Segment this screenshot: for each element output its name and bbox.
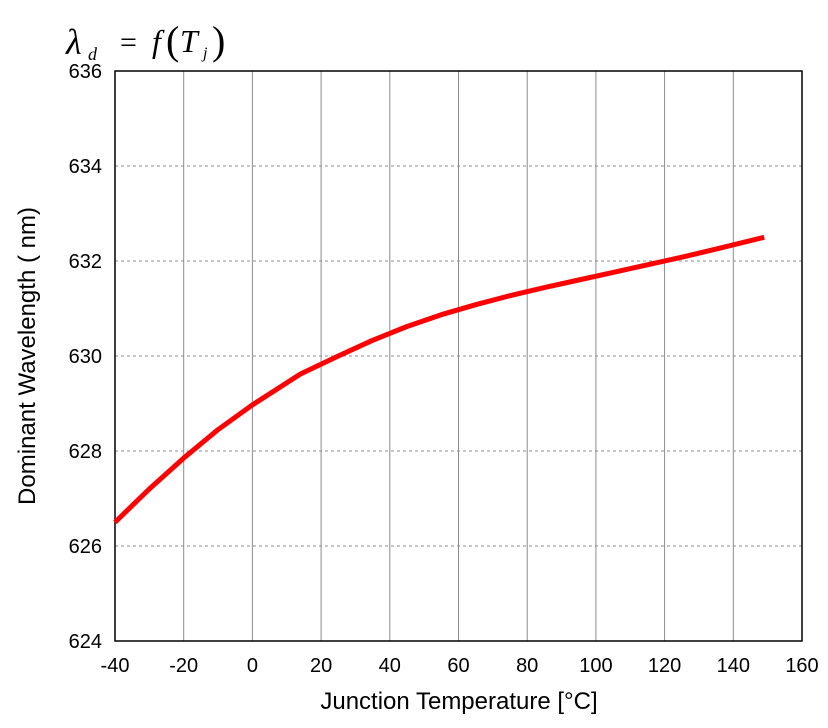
x-tick-label: -20 xyxy=(169,655,198,677)
title-lambda-subscript: d xyxy=(88,44,98,64)
title-function: f xyxy=(152,23,165,59)
series-line xyxy=(113,234,765,525)
x-tick-label: 140 xyxy=(717,655,750,677)
y-tick-labels: 624 626 628 630 632 634 636 xyxy=(69,61,102,653)
x-tick-label: 100 xyxy=(579,655,612,677)
title-open-paren: ( xyxy=(166,18,179,63)
chart-title: λ d = f ( T j ) xyxy=(65,18,225,64)
y-tick-label: 632 xyxy=(69,251,102,273)
series-group xyxy=(113,234,765,525)
title-variable: T xyxy=(180,23,200,59)
title-equals: = xyxy=(120,26,137,59)
x-tick-label: 0 xyxy=(247,655,258,677)
title-lambda: λ xyxy=(65,22,82,62)
x-axis-label: Junction Temperature [°C] xyxy=(320,688,597,715)
grid xyxy=(115,71,802,641)
x-tick-label: 160 xyxy=(785,655,818,677)
y-axis-label: Dominant Wavelength ( nm) xyxy=(14,207,41,505)
y-tick-label: 630 xyxy=(69,346,102,368)
x-tick-label: 40 xyxy=(379,655,401,677)
plot-frame xyxy=(114,70,803,642)
x-tick-label: 120 xyxy=(648,655,681,677)
y-tick-label: 636 xyxy=(69,61,102,83)
x-tick-label: 80 xyxy=(516,655,538,677)
x-tick-label: -40 xyxy=(101,655,130,677)
title-close-paren: ) xyxy=(212,18,225,63)
y-tick-label: 626 xyxy=(69,536,102,558)
title-variable-subscript: j xyxy=(201,45,208,62)
y-tick-label: 634 xyxy=(69,156,102,178)
x-tick-label: 60 xyxy=(447,655,469,677)
y-tick-label: 624 xyxy=(69,631,102,653)
x-tick-label: 20 xyxy=(310,655,332,677)
y-tick-label: 628 xyxy=(69,441,102,463)
x-tick-labels: -40 -20 0 20 40 60 80 100 120 140 160 xyxy=(101,655,819,677)
